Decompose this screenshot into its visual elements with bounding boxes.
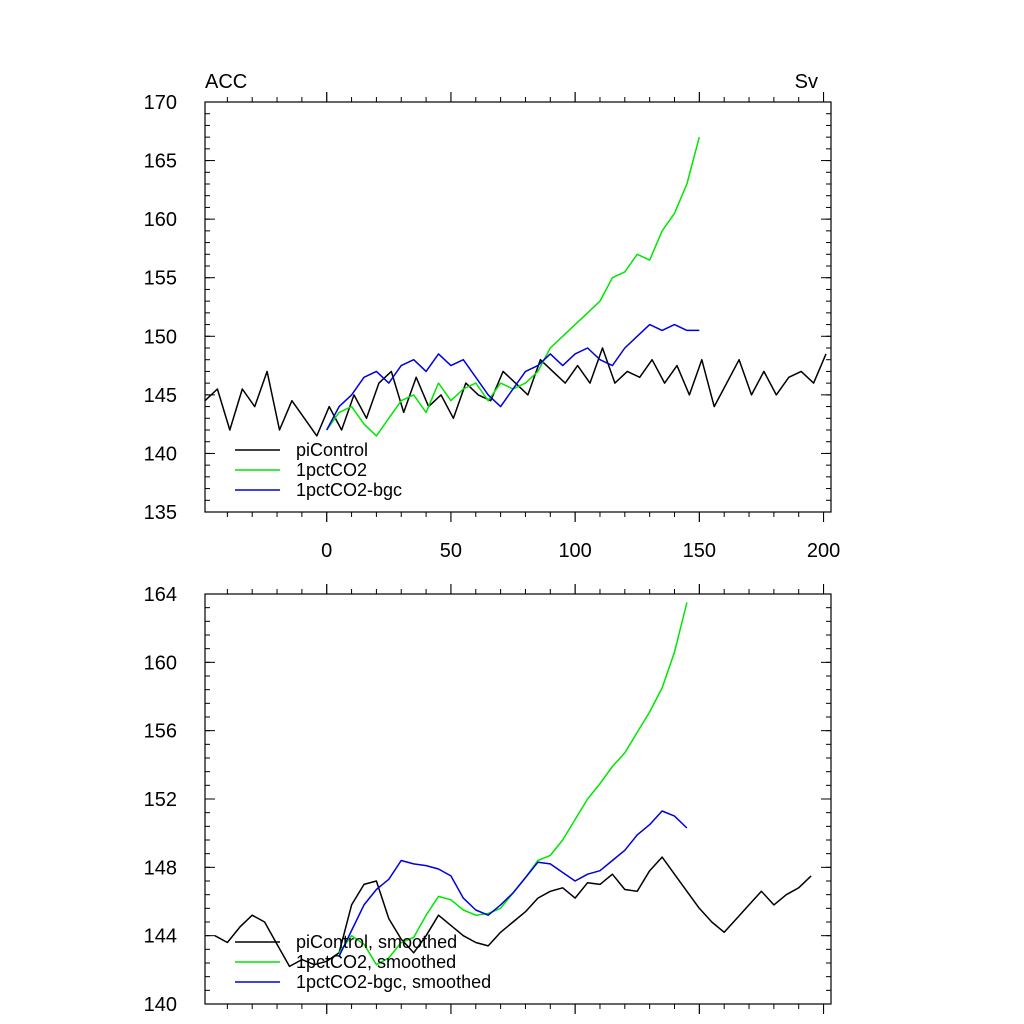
y-tick-label: 152 — [144, 789, 177, 811]
y-tick-label: 170 — [144, 92, 177, 114]
legend-label-3: 1pctCO2-bgc — [296, 480, 402, 500]
series-line-3 — [338, 810, 688, 957]
y-tick-label: 164 — [144, 584, 177, 606]
y-tick-label: 135 — [144, 502, 177, 524]
y-tick-label: 160 — [144, 209, 177, 231]
chart-right-title: Sv — [795, 71, 818, 93]
y-tick-label: 150 — [144, 326, 177, 348]
y-tick-label: 155 — [144, 268, 177, 290]
x-tick-label: 0 — [321, 540, 332, 562]
series-line-2 — [338, 602, 688, 966]
x-tick-label: 100 — [558, 540, 591, 562]
series-line-2 — [326, 136, 701, 437]
y-tick-label: 145 — [144, 385, 177, 407]
chart-panel-bottom: 140 144 148 152 156 160 164 piControl, smoothed… — [144, 584, 832, 1016]
chart-panel-top: ACC Sv 135 140 145 150 155 160 165 170 0 50 100 150… — [144, 71, 841, 562]
legend-label-3: 1pctCO2-bgc, smoothed — [296, 972, 491, 992]
legend-label-1: piControl, smoothed — [296, 932, 457, 952]
y-tick-label: 148 — [144, 857, 177, 879]
chart-left-title: ACC — [205, 71, 247, 93]
legend-label-1: piControl — [296, 440, 368, 460]
series-line-1 — [204, 347, 827, 437]
legend-label-2: 1pctCO2 — [296, 460, 367, 480]
y-tick-label: 165 — [144, 151, 177, 173]
series-line-1 — [214, 856, 812, 968]
x-tick-label: 50 — [440, 540, 462, 562]
x-tick-label: 200 — [807, 540, 840, 562]
y-tick-label: 156 — [144, 721, 177, 743]
y-tick-label: 160 — [144, 652, 177, 674]
x-tick-label: 150 — [683, 540, 716, 562]
series-line-3 — [326, 323, 700, 431]
plot-frame — [204, 101, 832, 513]
y-tick-label: 140 — [144, 443, 177, 465]
legend-label-2: 1pctCO2, smoothed — [296, 952, 456, 972]
y-tick-label: 140 — [144, 994, 177, 1016]
y-tick-label: 144 — [144, 926, 177, 948]
